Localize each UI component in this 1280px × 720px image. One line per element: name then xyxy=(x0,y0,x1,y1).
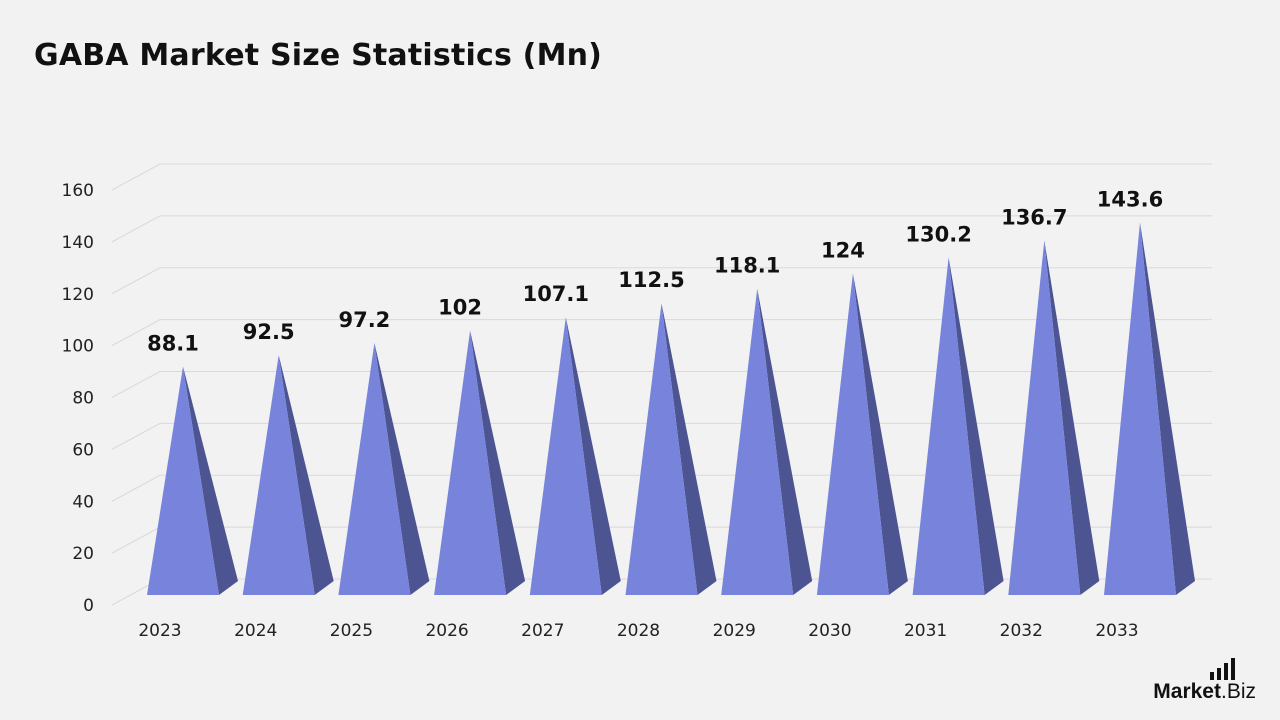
bar xyxy=(816,273,908,595)
y-tick-label: 20 xyxy=(72,544,94,564)
bar xyxy=(242,355,334,595)
bar xyxy=(1104,222,1195,595)
bar-front-face xyxy=(912,257,985,595)
y-tick-label: 160 xyxy=(62,181,94,201)
bar-front-face xyxy=(625,303,698,595)
y-tick-label: 0 xyxy=(83,596,94,616)
bar-front-face xyxy=(147,366,219,595)
x-tick-label: 2029 xyxy=(713,621,756,641)
data-label: 92.5 xyxy=(243,320,295,344)
x-tick-label: 2031 xyxy=(904,621,947,641)
bar xyxy=(338,342,430,595)
data-label: 102 xyxy=(438,295,482,319)
bar-side-face xyxy=(278,355,334,595)
x-tick-label: 2027 xyxy=(521,621,564,641)
bar-side-face xyxy=(470,330,526,595)
bar-side-face xyxy=(948,257,1004,595)
bar-front-face xyxy=(338,342,411,595)
x-tick-label: 2026 xyxy=(425,621,468,641)
bar-front-face xyxy=(1008,240,1081,595)
y-axis-ticks: 0 20 40 60 80 100 120 140 160 xyxy=(62,181,94,616)
bar-front-face xyxy=(816,273,889,595)
x-tick-label: 2025 xyxy=(330,621,373,641)
x-tick-label: 2030 xyxy=(808,621,851,641)
bar-side-face xyxy=(183,366,238,595)
y-tick-label: 60 xyxy=(72,440,94,460)
bar xyxy=(434,330,526,595)
bar-front-face xyxy=(529,317,602,595)
data-label: 136.7 xyxy=(1001,205,1067,229)
x-tick-label: 2028 xyxy=(617,621,660,641)
bar xyxy=(912,257,1004,595)
data-label: 97.2 xyxy=(338,308,390,332)
bar xyxy=(147,366,238,595)
y-tick-label: 80 xyxy=(72,389,94,409)
x-tick-label: 2024 xyxy=(234,621,277,641)
bar-chart-logo-icon xyxy=(1210,658,1235,680)
data-label: 143.6 xyxy=(1097,188,1163,212)
chart-title: GABA Market Size Statistics (Mn) xyxy=(34,38,603,73)
bar xyxy=(625,303,717,595)
data-label: 124 xyxy=(821,238,865,262)
x-axis-ticks: 2023 2024 2025 2026 2027 2028 2029 2030 2031 2032… xyxy=(138,621,1138,641)
brand-name: Market xyxy=(1153,680,1221,703)
brand-logo: Market .Biz xyxy=(1153,680,1256,704)
bar xyxy=(529,317,621,595)
brand-suffix: .Biz xyxy=(1220,680,1256,703)
bar-front-face xyxy=(721,288,794,595)
x-tick-label: 2033 xyxy=(1095,621,1138,641)
bar-side-face xyxy=(852,273,908,595)
gridline xyxy=(111,267,1212,295)
bar xyxy=(721,288,813,595)
x-tick-label: 2023 xyxy=(138,621,181,641)
bar-side-face xyxy=(757,288,813,595)
bar-side-face xyxy=(374,342,430,595)
gridline xyxy=(111,215,1212,243)
bar-side-face xyxy=(1140,222,1195,595)
data-label: 130.2 xyxy=(905,222,971,246)
bars xyxy=(147,222,1195,595)
y-tick-label: 140 xyxy=(62,233,94,253)
bar-side-face xyxy=(1044,240,1100,595)
gridline xyxy=(111,163,1212,191)
bar-front-face xyxy=(1104,222,1176,595)
bar-side-face xyxy=(565,317,621,595)
y-tick-label: 100 xyxy=(62,337,94,357)
y-tick-label: 40 xyxy=(72,492,94,512)
bar-side-face xyxy=(661,303,717,595)
data-labels: 88.1 92.5 97.2 102 107.1 112.5 118.1 124 130.2 13… xyxy=(147,188,1163,356)
data-label: 107.1 xyxy=(523,282,589,306)
y-tick-label: 120 xyxy=(62,285,94,305)
data-label: 112.5 xyxy=(618,268,684,292)
bar xyxy=(1008,240,1100,595)
gridline xyxy=(111,319,1212,347)
x-tick-label: 2032 xyxy=(1000,621,1043,641)
bar-front-face xyxy=(434,330,507,595)
data-label: 88.1 xyxy=(147,331,199,355)
data-label: 118.1 xyxy=(714,254,780,278)
bar-front-face xyxy=(242,355,315,595)
